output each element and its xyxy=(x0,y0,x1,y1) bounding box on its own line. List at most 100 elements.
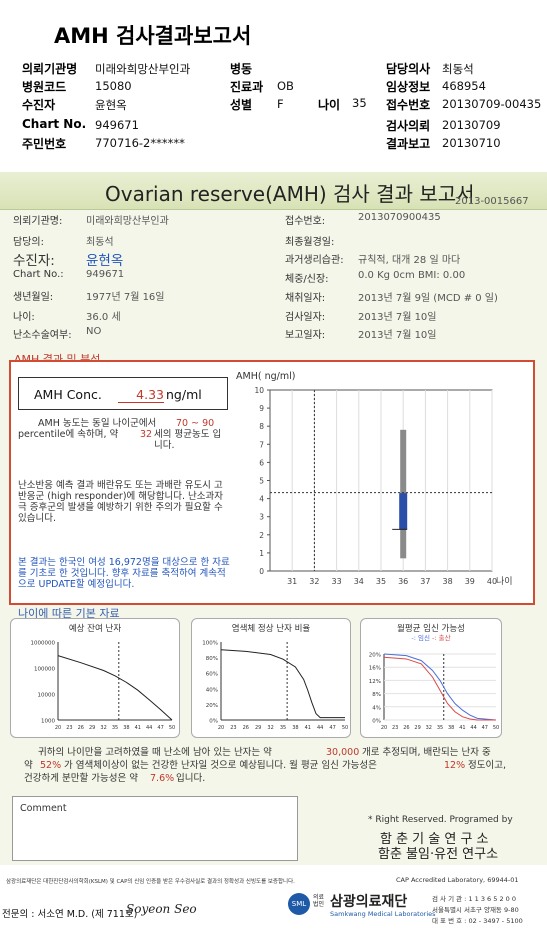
y-tick-label: 40% xyxy=(206,687,218,693)
header-value: 20130709-00435 xyxy=(442,97,542,111)
x-tick-label: 20 xyxy=(55,725,61,731)
report-field-label: 생년월일: xyxy=(13,292,54,303)
x-tick-label: 50 xyxy=(493,725,499,731)
header-label: 결과보고 xyxy=(386,137,431,151)
header-label: 의뢰기관명 xyxy=(22,62,78,76)
normal-eggs-chart: 염색체 정상 난자 비율 100% 80% 60% 40% 20% 0%20 23 26 29 32… xyxy=(202,623,348,731)
series-line xyxy=(383,653,497,721)
basic-line2c: 정도이고, xyxy=(468,760,506,771)
basic-line2b: 가 염색체이상이 없는 건강한 난자일 것으로 예상됩니다. 월 평균 임신 가… xyxy=(64,760,377,771)
x-tick-label: 31 xyxy=(287,577,297,586)
y-tick-label: 8 xyxy=(259,422,264,431)
x-tick-label: 50 xyxy=(169,725,175,731)
report-field-label: 보고일자: xyxy=(285,330,326,341)
basic-line1a: 귀하의 나이만을 고려하였을 때 난소에 남아 있는 난자는 약 xyxy=(38,747,272,758)
report-field-value: 2013년 7월 10일 xyxy=(358,312,437,323)
x-tick-label: 20 xyxy=(218,725,224,731)
header-value: 윤현옥 xyxy=(95,98,127,112)
x-tick-label: 33 xyxy=(332,577,342,586)
rights-line2: 함 춘 기 술 연 구 소 xyxy=(380,832,489,847)
age-value: 35 xyxy=(352,96,367,110)
doctor-signature: Soyeon Seo xyxy=(126,902,197,916)
report-field-label: 채취일자: xyxy=(285,293,326,304)
x-tick-label: 44 xyxy=(470,725,476,731)
x-tick-label: 20 xyxy=(381,725,387,731)
header-label: 검사의뢰 xyxy=(386,119,431,133)
footer-org-name: 삼광의료재단 xyxy=(330,894,408,910)
x-tick-label: 23 xyxy=(230,725,236,731)
x-tick-label: 35 xyxy=(280,725,286,731)
x-tick-label: 35 xyxy=(437,725,443,731)
report-field-label: 검사일자: xyxy=(285,312,326,323)
report-field-label: 과거생리습관: xyxy=(285,255,344,266)
report-field-value: 2013070900435 xyxy=(358,212,441,223)
header-label: 병원코드 xyxy=(22,80,67,94)
chart-title: 염색체 정상 난자 비율 xyxy=(232,623,311,634)
y-tick-label: 100% xyxy=(202,641,218,647)
header-label: 성별 xyxy=(230,98,253,112)
report-field-value: 2013년 7월 10일 xyxy=(358,330,437,341)
y-tick-label: 1000 xyxy=(41,719,55,725)
x-tick-label: 23 xyxy=(392,725,398,731)
y-tick-label: 20% xyxy=(206,703,218,709)
header-value: 20130710 xyxy=(442,136,501,150)
comment-box xyxy=(12,796,298,861)
basic-pregnancy-pct: 12% xyxy=(444,760,466,771)
x-tick-label: 39 xyxy=(465,577,475,586)
y-tick-label: 4% xyxy=(372,705,381,711)
rights-line3: 함춘 불임·유전 연구소 xyxy=(378,847,499,862)
report-field-value: 949671 xyxy=(86,269,125,280)
x-tick-label: 44 xyxy=(146,725,152,731)
x-tick-label: 29 xyxy=(255,725,261,731)
header-label: Chart No. xyxy=(22,117,87,131)
rights-line1: * Right Reserved. Programed by xyxy=(368,815,513,825)
y-tick-label: 5 xyxy=(259,477,264,486)
amh-equiv-age: 32 xyxy=(140,429,153,440)
age-label: 나이 xyxy=(318,98,341,112)
x-tick-label: 41 xyxy=(459,725,465,731)
basic-normal-pct: 52% xyxy=(40,760,62,771)
amh-conc-unit: ng/ml xyxy=(166,387,202,402)
y-tick-label: 20% xyxy=(369,653,381,659)
x-tick-label: 41 xyxy=(305,725,311,731)
basic-section-title: 나이에 따른 기본 자료 xyxy=(18,607,120,620)
amh-text-1c: 세의 평균농도 입니다. xyxy=(154,429,222,451)
amh-conc-label: AMH Conc. xyxy=(34,387,102,402)
basic-egg-count: 30,000 xyxy=(326,747,360,758)
x-tick-label: 47 xyxy=(157,725,163,731)
amh-percentile-range: 70 ~ 90 xyxy=(176,418,215,429)
footer-doctor: 전문의 : 서소연 M.D. (제 711호) xyxy=(2,909,138,920)
x-tick-label: 38 xyxy=(443,577,453,586)
x-tick-label: 29 xyxy=(89,725,95,731)
y-tick-label: 80% xyxy=(206,656,218,662)
report-field-value: 0.0 Kg 0cm BMI: 0.00 xyxy=(358,270,466,281)
amh-conc-value: 4.33 xyxy=(118,387,164,403)
x-tick-label: 41 xyxy=(135,725,141,731)
remaining-eggs-panel xyxy=(10,618,180,738)
y-tick-label: 0% xyxy=(372,719,381,725)
report-field-label: 나이: xyxy=(13,312,35,323)
header-value: OB xyxy=(277,79,294,93)
header-label: 담당의사 xyxy=(386,62,431,76)
header-value: 미래와희망산부인과 xyxy=(95,62,191,76)
report-field-label: 체중/신장: xyxy=(285,274,329,285)
header-value: 949671 xyxy=(95,118,139,132)
report-field-value: 최동석 xyxy=(86,237,114,248)
header-label: 진료과 xyxy=(230,80,264,94)
footer-cap: CAP Accredited Laboratory, 69944-01 xyxy=(396,876,519,884)
y-tick-label: 3 xyxy=(259,513,264,522)
x-tick-label: 36 xyxy=(398,577,408,586)
x-tick-label: 23 xyxy=(66,725,72,731)
y-tick-label: 0 xyxy=(259,567,264,576)
y-tick-label: 4 xyxy=(259,495,264,504)
header-value: 15080 xyxy=(95,79,132,93)
basic-line2a: 약 xyxy=(24,760,33,771)
series-line xyxy=(57,655,173,721)
x-tick-label: 47 xyxy=(482,725,488,731)
x-tick-label: 32 xyxy=(100,725,106,731)
y-tick-label: 1 xyxy=(259,549,264,558)
report-field-value: 2013년 7월 9일 (MCD # 0 일) xyxy=(358,293,498,304)
x-tick-label: 26 xyxy=(78,725,84,731)
report-field-label: Chart No.: xyxy=(13,269,64,280)
header-value: 20130709 xyxy=(442,118,501,132)
